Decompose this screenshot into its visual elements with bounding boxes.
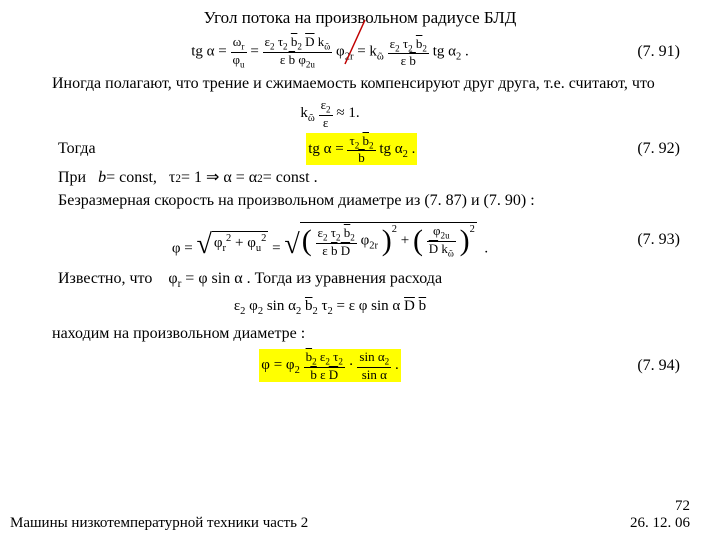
known-row: Известно, что φr = φ sin α . Тогда из ур… bbox=[40, 269, 680, 291]
equation-793-row: φ = √φr2 + φu2 = √ ( ε2 τ2 b2ε b D φ2r )… bbox=[40, 215, 680, 265]
paragraph-dimless: Безразмерная скорость на произвольном ди… bbox=[40, 191, 680, 211]
equation-assumption: kῶ ε2ε ≈ 1. bbox=[40, 98, 680, 129]
page-footer: Машины низкотемпературной техники часть … bbox=[10, 498, 690, 532]
equation-793: φ = √φr2 + φu2 = √ ( ε2 τ2 b2ε b D φ2r )… bbox=[40, 222, 620, 258]
then-label: Тогда bbox=[40, 140, 104, 158]
equation-794-row: φ = φ2 b2 ε2 τ2b ε D · sin α2sin α . (7.… bbox=[40, 348, 680, 384]
equation-792-number: (7. 92) bbox=[620, 140, 680, 158]
page-title: Угол потока на произвольном радиусе БЛД bbox=[40, 8, 680, 28]
paragraph-find: находим на произвольном диаметре : bbox=[40, 324, 680, 344]
known-label: Известно, что bbox=[58, 270, 152, 287]
pri-row: При b = const, τ2 = 1 ⇒ α = α2 = const . bbox=[40, 168, 680, 188]
footer-title: Машины низкотемпературной техники часть … bbox=[10, 515, 308, 532]
pri-label: При bbox=[58, 168, 86, 188]
equation-794-number: (7. 94) bbox=[620, 357, 680, 375]
equation-794: φ = φ2 b2 ε2 τ2b ε D · sin α2sin α . bbox=[40, 349, 620, 382]
paragraph-sometimes: Иногда полагают, что трение и сжимаемост… bbox=[40, 74, 680, 94]
equation-792-row: Тогда tg α = τ2 b2b tg α2 . (7. 92) bbox=[40, 133, 680, 166]
equation-791: tg α = ωrφu = ε2 τ2 b2 D kῶε b φ2u φ2r =… bbox=[40, 35, 620, 69]
equation-791-number: (7. 91) bbox=[620, 43, 680, 61]
equation-791-row: tg α = ωrφu = ε2 τ2 b2 D kῶε b φ2u φ2r =… bbox=[40, 34, 680, 70]
then-from-label: Тогда из уравнения расхода bbox=[255, 270, 442, 287]
page-number: 72 bbox=[630, 498, 690, 515]
equation-793-number: (7. 93) bbox=[620, 231, 680, 249]
equation-flowrate: ε2 φ2 sin α2 b2 τ2 = ε φ sin α D b bbox=[40, 296, 680, 320]
equation-792: tg α = τ2 b2b tg α2 . bbox=[104, 133, 620, 166]
footer-date: 26. 12. 06 bbox=[630, 515, 690, 532]
